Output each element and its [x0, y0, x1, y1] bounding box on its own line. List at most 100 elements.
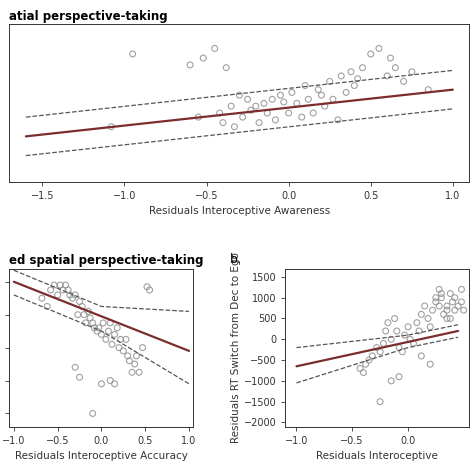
- Point: [293, 100, 301, 107]
- Point: [239, 113, 246, 121]
- Point: [133, 352, 140, 360]
- Point: [410, 340, 417, 347]
- Point: [129, 50, 137, 58]
- Point: [438, 290, 445, 297]
- Point: [451, 306, 458, 314]
- Point: [119, 347, 127, 355]
- Point: [432, 298, 439, 306]
- Point: [56, 281, 64, 289]
- Point: [211, 45, 219, 52]
- Point: [76, 374, 83, 381]
- Point: [413, 319, 420, 327]
- Point: [277, 91, 284, 99]
- Point: [408, 68, 416, 75]
- Point: [280, 98, 288, 106]
- Point: [89, 319, 97, 327]
- Point: [329, 95, 337, 103]
- Text: atial perspective-taking: atial perspective-taking: [9, 9, 168, 23]
- Point: [117, 336, 125, 343]
- Point: [82, 319, 90, 327]
- Point: [428, 306, 436, 314]
- Point: [244, 95, 251, 103]
- Point: [451, 294, 458, 301]
- Point: [359, 64, 366, 72]
- Point: [395, 373, 403, 381]
- Point: [91, 324, 98, 332]
- Point: [314, 86, 322, 93]
- Y-axis label: Residuals RT Switch from Dec to Ego: Residuals RT Switch from Dec to Ego: [231, 252, 241, 443]
- Point: [436, 302, 443, 310]
- Point: [113, 324, 121, 332]
- Point: [438, 294, 445, 301]
- Point: [367, 50, 374, 58]
- Point: [418, 352, 425, 360]
- Point: [427, 323, 434, 330]
- Point: [443, 315, 451, 322]
- Point: [50, 281, 58, 289]
- Point: [421, 302, 428, 310]
- Point: [219, 119, 227, 127]
- Point: [86, 314, 94, 322]
- Point: [301, 82, 309, 89]
- Point: [342, 89, 350, 96]
- Point: [318, 91, 325, 99]
- Point: [89, 410, 97, 417]
- Point: [432, 294, 439, 301]
- Point: [373, 344, 381, 351]
- Point: [376, 348, 384, 356]
- Point: [115, 344, 123, 351]
- Point: [447, 315, 454, 322]
- Point: [404, 323, 412, 330]
- Point: [406, 336, 414, 343]
- Point: [80, 311, 88, 319]
- Point: [194, 113, 202, 121]
- Point: [458, 298, 465, 306]
- Point: [424, 315, 432, 322]
- Point: [122, 336, 130, 343]
- Point: [447, 290, 454, 297]
- Point: [98, 331, 105, 338]
- Point: [334, 116, 342, 124]
- Point: [74, 311, 82, 319]
- Point: [384, 319, 392, 327]
- X-axis label: Residuals Interoceptive Awareness: Residuals Interoceptive Awareness: [149, 206, 330, 216]
- Point: [354, 75, 361, 82]
- Point: [449, 298, 456, 306]
- Point: [321, 102, 328, 110]
- Point: [64, 286, 72, 294]
- Point: [387, 377, 395, 385]
- Point: [268, 95, 276, 103]
- Point: [365, 356, 373, 364]
- Point: [443, 306, 451, 314]
- Text: ed spatial perspective-taking: ed spatial perspective-taking: [9, 255, 204, 267]
- Point: [128, 368, 136, 376]
- Point: [255, 119, 263, 127]
- Point: [356, 365, 364, 372]
- X-axis label: Residuals Interoceptive: Residuals Interoceptive: [316, 451, 438, 461]
- Point: [139, 344, 146, 351]
- Point: [106, 377, 114, 384]
- Point: [380, 340, 387, 347]
- Point: [383, 72, 391, 80]
- Point: [247, 107, 255, 114]
- Point: [399, 348, 406, 356]
- Point: [260, 100, 268, 107]
- X-axis label: Residuals Interoceptive Accuracy: Residuals Interoceptive Accuracy: [15, 451, 188, 461]
- Point: [135, 368, 143, 376]
- Point: [186, 61, 194, 69]
- Point: [285, 109, 292, 117]
- Point: [395, 344, 403, 351]
- Point: [460, 306, 467, 314]
- Point: [111, 380, 118, 388]
- Point: [382, 327, 390, 335]
- Point: [375, 45, 383, 52]
- Point: [47, 286, 55, 294]
- Point: [126, 357, 133, 365]
- Point: [143, 283, 151, 291]
- Point: [231, 123, 238, 130]
- Point: [440, 310, 447, 318]
- Point: [59, 286, 67, 294]
- Point: [72, 364, 79, 371]
- Point: [288, 89, 296, 96]
- Point: [69, 294, 76, 302]
